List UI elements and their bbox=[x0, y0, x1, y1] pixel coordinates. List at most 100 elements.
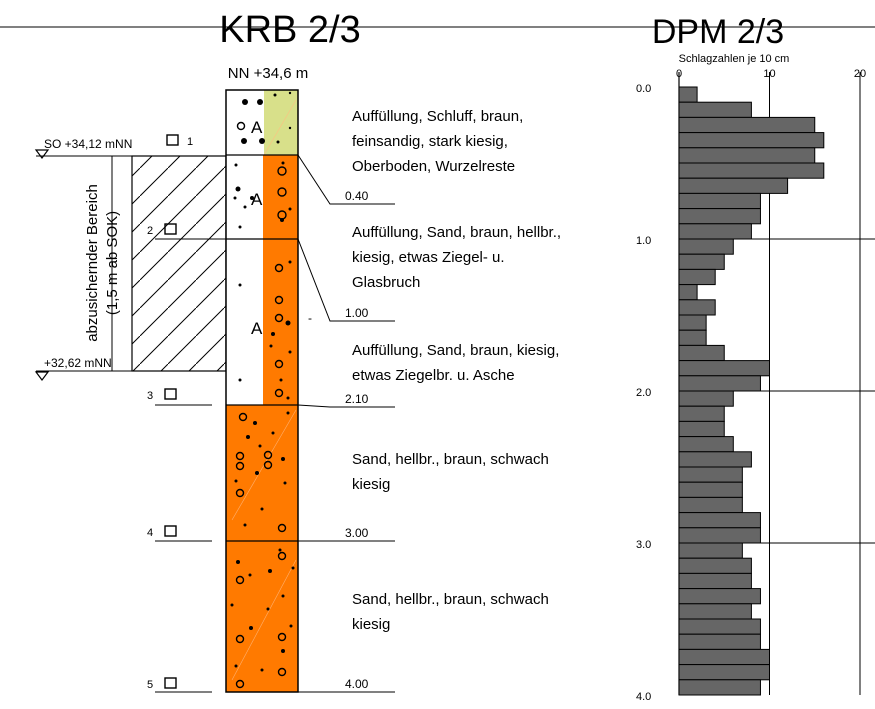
layer-description: Auffüllung, Sand, braun, hellbr., bbox=[352, 224, 561, 241]
chart-bar bbox=[678, 299, 716, 316]
chart-bar bbox=[678, 86, 698, 103]
water-level-label: +32,62 mNN bbox=[44, 356, 112, 370]
hatched-zone-fill bbox=[131, 155, 227, 372]
sample-number: 5 bbox=[147, 679, 153, 691]
depth-leaders: 0.40 1.00 2.10 3.00 4.00 bbox=[297, 154, 395, 693]
layer-description: kiesig, etwas Ziegel- u. bbox=[352, 249, 505, 266]
sample-box-icon bbox=[164, 525, 177, 537]
sample-box-icon bbox=[166, 134, 179, 146]
layer-description: kiesig bbox=[352, 476, 390, 493]
chart-x-tick-label: 10 bbox=[763, 68, 775, 80]
chart-y-tick-label: 4.0 bbox=[636, 691, 651, 703]
chart-bar bbox=[678, 481, 743, 498]
water-level-triangle-icon bbox=[34, 371, 50, 381]
chart-bar bbox=[678, 284, 698, 301]
sample-box-icon bbox=[164, 223, 177, 235]
chart-bar bbox=[678, 132, 825, 149]
chart-bar bbox=[678, 116, 816, 134]
fill-symbol: A bbox=[251, 190, 263, 209]
chart-y-tick-label: 3.0 bbox=[636, 539, 651, 551]
sample-markers: 2 3 4 5 bbox=[147, 223, 226, 693]
layer-sand-fill bbox=[226, 405, 298, 692]
chart-bar bbox=[678, 603, 752, 620]
chart-bar bbox=[678, 192, 761, 210]
hatched-zone: abzusichernder Bereich (1,5 m ab SOK) bbox=[84, 155, 227, 372]
chart-bar bbox=[678, 268, 716, 286]
chart-bar bbox=[678, 147, 816, 164]
depth-label: 1.00 bbox=[345, 306, 369, 320]
layer-fill-white bbox=[226, 155, 263, 405]
hatch-trace bbox=[263, 99, 297, 156]
depth-leader bbox=[297, 154, 395, 205]
sample-number: 1 bbox=[187, 136, 193, 148]
hatched-zone-label-2: (1,5 m ab SOK) bbox=[104, 211, 121, 315]
chart-y-tick-label: 2.0 bbox=[636, 387, 651, 399]
chart-y-tick-label: 1.0 bbox=[636, 235, 651, 247]
chart-x-tick-label: 20 bbox=[854, 68, 866, 80]
chart-bar bbox=[678, 420, 725, 438]
dash-mark: - bbox=[308, 311, 312, 325]
sample-box-icon bbox=[164, 677, 177, 689]
chart-bar bbox=[678, 208, 761, 225]
boring-title: KRB 2/3 bbox=[219, 9, 361, 51]
layer-description: Auffüllung, Sand, braun, kiesig, bbox=[352, 342, 559, 359]
chart-bar bbox=[678, 101, 752, 118]
chart-bars bbox=[678, 86, 825, 696]
chart-bar bbox=[678, 572, 752, 590]
layer-description: kiesig bbox=[352, 616, 390, 633]
chart-bar bbox=[678, 527, 761, 544]
chart-bar bbox=[678, 648, 770, 666]
chart-y-tick-label: 0.0 bbox=[636, 83, 651, 95]
layer-description: Oberboden, Wurzelreste bbox=[352, 158, 515, 175]
chart-bar bbox=[678, 618, 761, 635]
water-level-triangle-icon bbox=[34, 149, 50, 159]
depth-leader bbox=[297, 404, 395, 408]
sample-number: 4 bbox=[147, 527, 153, 539]
layer-description: feinsandig, stark kiesig, bbox=[352, 133, 508, 150]
sample-number: 2 bbox=[147, 225, 153, 237]
layer-fill-orange bbox=[263, 155, 298, 405]
chart-bar bbox=[678, 314, 707, 331]
layer-description: Auffüllung, Schluff, braun, bbox=[352, 108, 523, 125]
sample-number: 3 bbox=[147, 390, 153, 402]
hatch-trace bbox=[231, 559, 297, 681]
chart-bar bbox=[678, 557, 752, 574]
chart-bar bbox=[678, 542, 743, 559]
dpm-chart: DPM 2/3 Schlagzahlen je 10 cm 0.0 1.0 2.0 3… bbox=[636, 13, 875, 703]
depth-label: 0.40 bbox=[345, 189, 369, 203]
chart-bar bbox=[678, 162, 825, 179]
chart-bar bbox=[678, 375, 761, 392]
chart-bar bbox=[678, 238, 734, 255]
chart-bar bbox=[678, 664, 770, 681]
fill-symbol: A bbox=[251, 118, 263, 137]
layer-description: Sand, hellbr., braun, schwach bbox=[352, 451, 549, 468]
chart-bar bbox=[678, 253, 725, 270]
ground-elevation: NN +34,6 m bbox=[228, 65, 308, 82]
chart-bar bbox=[678, 436, 734, 453]
chart-bar bbox=[678, 405, 725, 422]
depth-label: 4.00 bbox=[345, 677, 369, 691]
layer-description: etwas Ziegelbr. u. Asche bbox=[352, 367, 515, 384]
chart-xlabel: Schlagzahlen je 10 cm bbox=[679, 53, 790, 65]
water-level-lower: +32,62 mNN bbox=[34, 356, 132, 381]
chart-bar bbox=[678, 633, 761, 650]
chart-bar bbox=[678, 223, 752, 240]
boring-column-border bbox=[225, 89, 299, 693]
hatched-zone-label-1: abzusichernder Bereich bbox=[84, 184, 101, 342]
gravel-dots bbox=[230, 91, 295, 672]
layer-description: Sand, hellbr., braun, schwach bbox=[352, 591, 549, 608]
chart-title: DPM 2/3 bbox=[652, 13, 784, 51]
chart-bar bbox=[678, 512, 761, 529]
depth-label: 3.00 bbox=[345, 526, 369, 540]
chart-bar bbox=[678, 390, 734, 407]
boring-column: A A A - bbox=[225, 89, 312, 693]
chart-bar bbox=[678, 360, 770, 377]
sample-box-icon bbox=[164, 388, 177, 400]
water-level-so: SO +34,12 mNN 1 bbox=[34, 134, 226, 159]
water-level-label: SO +34,12 mNN bbox=[44, 137, 132, 151]
chart-bar bbox=[678, 329, 707, 346]
depth-label: 2.10 bbox=[345, 392, 369, 406]
cobble-circles bbox=[235, 121, 287, 689]
chart-bar bbox=[678, 344, 725, 362]
